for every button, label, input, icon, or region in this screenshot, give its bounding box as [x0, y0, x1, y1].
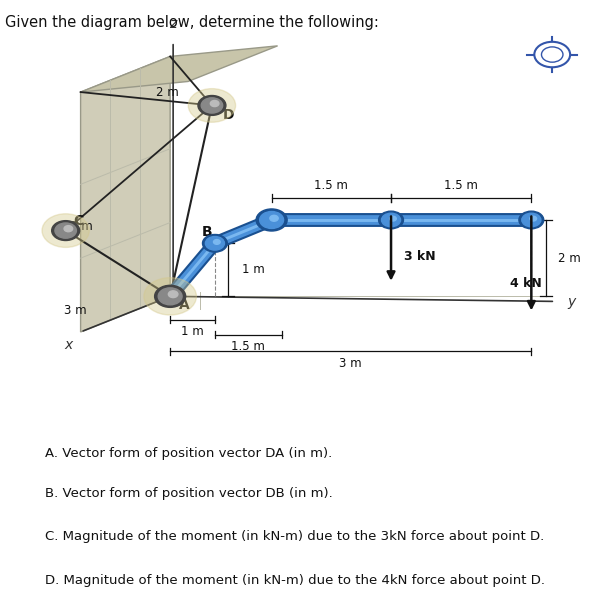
Circle shape — [158, 288, 182, 305]
Text: 2 m: 2 m — [156, 86, 179, 99]
Circle shape — [522, 213, 541, 227]
Text: A: A — [179, 298, 190, 313]
Circle shape — [144, 278, 196, 315]
Text: A. Vector form of position vector DA (in m).: A. Vector form of position vector DA (in… — [45, 447, 332, 460]
Text: 4 kN: 4 kN — [510, 277, 542, 290]
Text: 3 m: 3 m — [340, 357, 362, 370]
Text: D. Magnitude of the moment (in kN-m) due to the 4kN force about point D.: D. Magnitude of the moment (in kN-m) due… — [45, 574, 545, 587]
Text: 2 m: 2 m — [70, 220, 93, 233]
Circle shape — [155, 285, 186, 307]
Text: z: z — [170, 17, 177, 31]
Circle shape — [55, 223, 76, 238]
Circle shape — [530, 216, 537, 221]
Text: 1 m: 1 m — [181, 325, 204, 338]
Circle shape — [381, 213, 401, 227]
Circle shape — [390, 216, 396, 221]
Circle shape — [64, 225, 73, 231]
Circle shape — [205, 236, 224, 250]
Text: 3 m: 3 m — [64, 304, 87, 318]
Text: 2 m: 2 m — [558, 251, 581, 265]
Circle shape — [210, 101, 219, 107]
Text: x: x — [64, 338, 73, 352]
Text: y: y — [567, 295, 576, 309]
Text: B. Vector form of position vector DB (in m).: B. Vector form of position vector DB (in… — [45, 487, 333, 500]
Text: C. Magnitude of the moment (in kN-m) due to the 3kN force about point D.: C. Magnitude of the moment (in kN-m) due… — [45, 530, 544, 544]
Circle shape — [188, 88, 236, 122]
Circle shape — [42, 214, 90, 247]
Polygon shape — [81, 46, 278, 92]
Text: 1.5 m: 1.5 m — [315, 179, 348, 191]
Circle shape — [158, 287, 183, 305]
Text: B: B — [201, 225, 212, 239]
Text: C: C — [73, 215, 83, 228]
Circle shape — [260, 211, 284, 228]
Circle shape — [256, 209, 287, 231]
Circle shape — [168, 291, 178, 298]
Text: 1.5 m: 1.5 m — [444, 179, 478, 191]
Circle shape — [270, 215, 278, 221]
Circle shape — [214, 239, 220, 244]
Text: 3 kN: 3 kN — [404, 250, 436, 262]
Text: 1 m: 1 m — [242, 264, 264, 276]
Circle shape — [202, 235, 227, 252]
Circle shape — [198, 96, 226, 115]
Polygon shape — [81, 56, 170, 332]
Circle shape — [378, 211, 404, 229]
Circle shape — [519, 211, 544, 229]
Text: D: D — [223, 108, 234, 122]
Circle shape — [52, 221, 79, 241]
Circle shape — [201, 98, 223, 113]
Text: 1.5 m: 1.5 m — [232, 340, 265, 353]
Circle shape — [161, 290, 180, 303]
Text: Given the diagram below, determine the following:: Given the diagram below, determine the f… — [5, 15, 378, 30]
Circle shape — [169, 293, 176, 298]
